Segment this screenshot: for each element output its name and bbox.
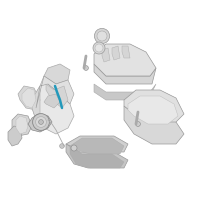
Circle shape [94,28,110,44]
Polygon shape [112,46,120,60]
Polygon shape [44,64,70,84]
Polygon shape [94,64,156,84]
Polygon shape [66,144,128,168]
Polygon shape [32,86,40,120]
Circle shape [84,66,88,70]
Polygon shape [32,76,74,134]
Polygon shape [124,90,184,122]
Polygon shape [124,106,184,144]
Polygon shape [16,116,28,134]
Polygon shape [102,48,110,62]
Polygon shape [18,86,40,110]
Polygon shape [94,84,156,100]
Polygon shape [22,88,36,108]
Circle shape [39,120,43,124]
Polygon shape [94,44,156,76]
Circle shape [60,144,64,148]
Polygon shape [70,138,124,154]
Circle shape [71,145,77,151]
Polygon shape [70,146,124,168]
Circle shape [93,42,105,54]
Polygon shape [28,114,52,132]
Polygon shape [46,84,68,108]
Circle shape [36,117,46,127]
Polygon shape [36,76,74,108]
Polygon shape [122,46,130,58]
Polygon shape [44,94,60,108]
Polygon shape [66,136,128,152]
Circle shape [136,122,140,126]
Circle shape [97,31,107,41]
Polygon shape [128,96,178,124]
Circle shape [95,44,103,52]
Polygon shape [12,114,32,136]
Circle shape [33,114,49,130]
Polygon shape [8,126,22,146]
